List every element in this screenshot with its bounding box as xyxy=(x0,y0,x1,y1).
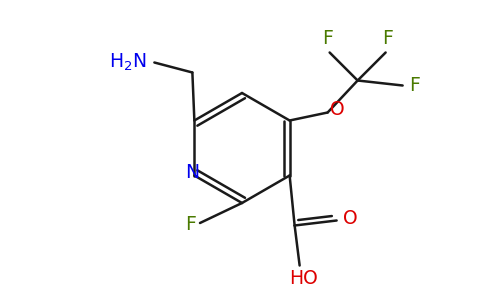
Text: HO: HO xyxy=(289,269,318,289)
Text: O: O xyxy=(330,100,344,119)
Text: N: N xyxy=(185,163,199,182)
Text: F: F xyxy=(382,29,393,49)
Text: O: O xyxy=(343,209,357,228)
Text: F: F xyxy=(322,29,333,49)
Text: H$_2$N: H$_2$N xyxy=(109,52,146,73)
Text: F: F xyxy=(408,76,420,95)
Text: F: F xyxy=(185,215,196,235)
